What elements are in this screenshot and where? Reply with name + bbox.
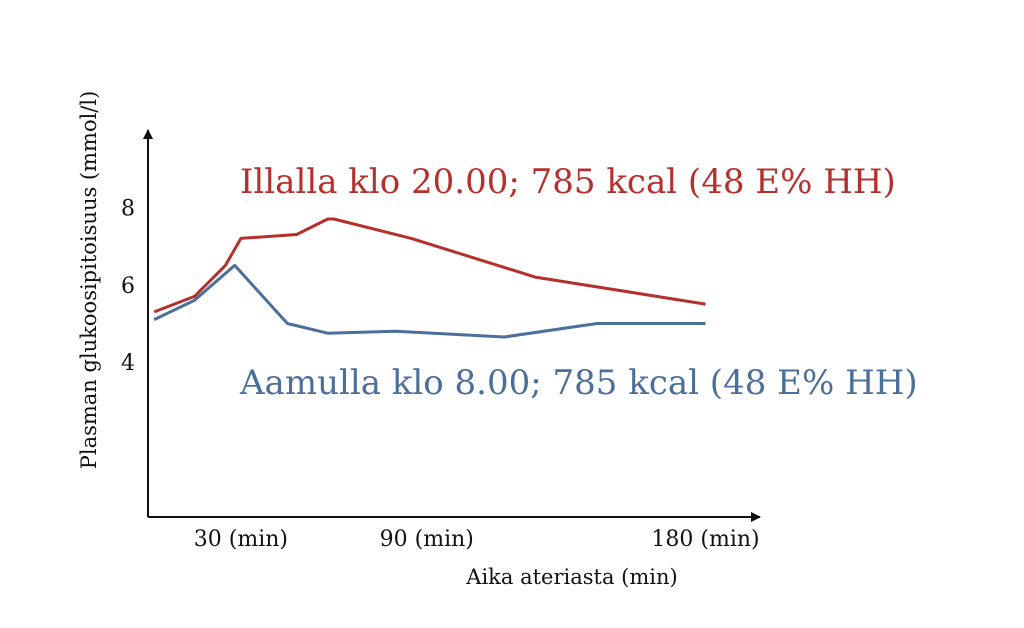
y-tick-labels: 4 6 8: [121, 196, 135, 376]
x-tick-label: 180 (min): [651, 527, 759, 552]
series-label-evening: Illalla klo 20.00; 785 kcal (48 E% HH): [240, 162, 896, 202]
y-tick-label: 8: [121, 196, 135, 221]
x-tick-labels: 30 (min) 90 (min) 180 (min): [194, 527, 760, 552]
y-axis-title: Plasman glukoosipitoisuus (mmol/l): [77, 91, 101, 470]
x-tick-label: 30 (min): [194, 527, 288, 552]
series-line-morning: [153, 263, 706, 339]
x-tick-label: 90 (min): [380, 527, 474, 552]
series-label-morning: Aamulla klo 8.00; 785 kcal (48 E% HH): [239, 363, 918, 403]
series-line-evening: [153, 217, 706, 314]
y-tick-label: 4: [121, 351, 135, 376]
series-lines: [153, 217, 706, 339]
y-tick-label: 6: [121, 274, 135, 299]
x-axis-title: Aika ateriasta (min): [465, 565, 677, 589]
